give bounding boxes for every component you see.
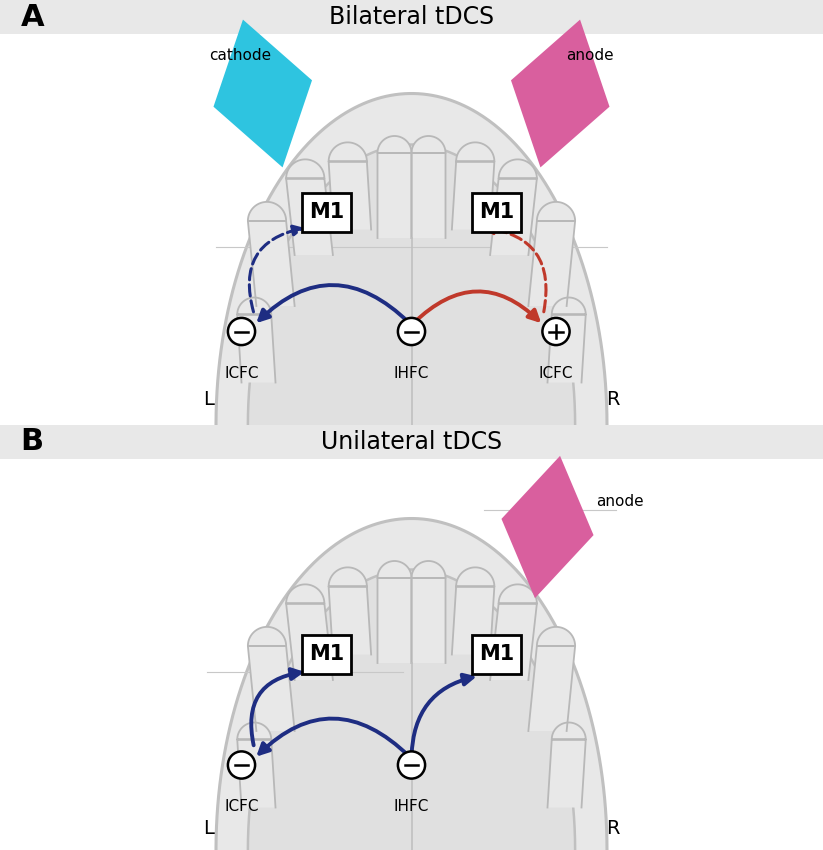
- Polygon shape: [237, 722, 276, 808]
- Polygon shape: [328, 568, 371, 654]
- Polygon shape: [286, 585, 332, 680]
- Polygon shape: [248, 202, 295, 306]
- Text: Unilateral tDCS: Unilateral tDCS: [321, 430, 502, 454]
- Bar: [0, 425, 823, 459]
- Polygon shape: [528, 202, 575, 306]
- Text: IHFC: IHFC: [394, 366, 429, 381]
- Polygon shape: [378, 136, 412, 238]
- Polygon shape: [501, 456, 593, 598]
- Text: R: R: [607, 819, 620, 838]
- Polygon shape: [412, 136, 445, 238]
- FancyArrowPatch shape: [413, 292, 538, 323]
- Polygon shape: [452, 568, 495, 654]
- Polygon shape: [286, 160, 332, 255]
- Polygon shape: [528, 627, 575, 731]
- Polygon shape: [547, 722, 586, 808]
- Circle shape: [542, 318, 570, 345]
- FancyArrowPatch shape: [251, 669, 300, 745]
- Text: Bilateral tDCS: Bilateral tDCS: [329, 5, 494, 29]
- Text: cathode: cathode: [210, 48, 272, 63]
- Text: M1: M1: [309, 644, 344, 665]
- Text: L: L: [203, 819, 214, 838]
- Text: ICFC: ICFC: [539, 366, 574, 381]
- Polygon shape: [511, 20, 610, 167]
- FancyArrowPatch shape: [486, 224, 546, 312]
- Text: ICFC: ICFC: [224, 799, 258, 814]
- Polygon shape: [216, 94, 607, 425]
- Polygon shape: [248, 144, 575, 425]
- Polygon shape: [248, 627, 295, 731]
- FancyArrowPatch shape: [259, 718, 410, 756]
- Text: M1: M1: [309, 202, 344, 223]
- Polygon shape: [213, 20, 312, 167]
- Text: R: R: [607, 390, 620, 409]
- FancyArrowPatch shape: [259, 285, 410, 323]
- Text: M1: M1: [479, 644, 514, 665]
- Circle shape: [398, 751, 425, 779]
- Text: ICFC: ICFC: [224, 366, 258, 381]
- Text: B: B: [21, 428, 44, 456]
- Polygon shape: [491, 160, 537, 255]
- Text: L: L: [203, 390, 214, 409]
- FancyArrowPatch shape: [249, 226, 301, 312]
- Text: IHFC: IHFC: [394, 799, 429, 814]
- Circle shape: [228, 318, 255, 345]
- Polygon shape: [248, 570, 575, 850]
- Polygon shape: [216, 518, 607, 850]
- FancyBboxPatch shape: [472, 635, 521, 674]
- Polygon shape: [378, 561, 412, 663]
- Text: A: A: [21, 3, 44, 31]
- FancyBboxPatch shape: [472, 193, 521, 232]
- Polygon shape: [412, 561, 445, 663]
- Bar: [0, 0, 823, 34]
- Text: anode: anode: [597, 494, 644, 509]
- Text: anode: anode: [565, 48, 613, 63]
- FancyBboxPatch shape: [302, 193, 351, 232]
- Text: M1: M1: [479, 202, 514, 223]
- Polygon shape: [547, 298, 586, 382]
- Polygon shape: [237, 298, 276, 382]
- FancyArrowPatch shape: [412, 675, 472, 756]
- FancyBboxPatch shape: [302, 635, 351, 674]
- Polygon shape: [328, 143, 371, 230]
- Polygon shape: [452, 143, 495, 230]
- Circle shape: [228, 751, 255, 779]
- Polygon shape: [491, 585, 537, 680]
- Circle shape: [398, 318, 425, 345]
